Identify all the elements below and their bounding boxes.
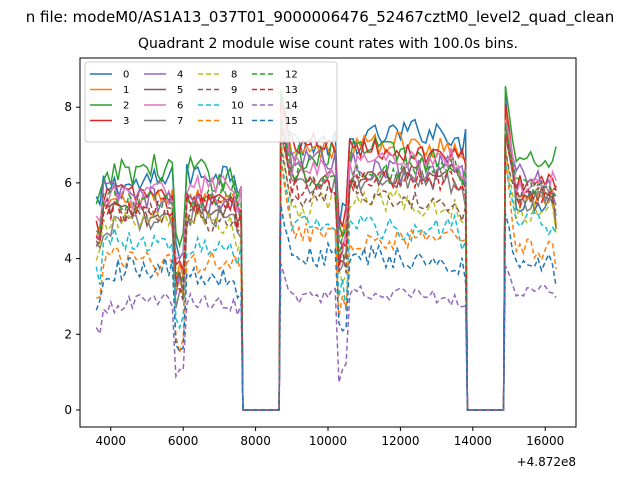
legend-label: 1 — [123, 85, 129, 96]
x-tick-label: 10000 — [309, 434, 347, 448]
series-line — [95, 115, 557, 411]
plot-lines — [95, 85, 557, 411]
legend-label: 11 — [231, 116, 244, 127]
legend-label: 5 — [177, 85, 183, 96]
series-line — [95, 156, 557, 411]
legend-label: 0 — [123, 70, 129, 81]
x-tick-label: 12000 — [381, 434, 419, 448]
x-tick-label: 6000 — [168, 434, 199, 448]
series-line — [95, 111, 557, 411]
legend-label: 6 — [177, 101, 183, 112]
series-line — [95, 205, 557, 411]
x-tick-label: 8000 — [240, 434, 271, 448]
y-tick-label: 2 — [64, 327, 72, 341]
y-tick-label: 0 — [64, 403, 72, 417]
series-line — [96, 159, 557, 411]
series-line — [95, 125, 557, 411]
legend-label: 8 — [231, 70, 237, 81]
y-tick-label: 4 — [64, 252, 72, 266]
x-axis: 4000 6000 8000 10000 12000 14000 16000 — [96, 427, 564, 448]
chart-title: Quadrant 2 module wise count rates with … — [138, 36, 518, 52]
x-tick-label: 4000 — [96, 434, 127, 448]
y-tick-label: 8 — [64, 100, 72, 114]
legend-label: 2 — [123, 101, 129, 112]
legend-label: 13 — [285, 85, 298, 96]
series-line — [95, 149, 557, 411]
series-line — [95, 263, 557, 411]
legend-label: 15 — [285, 116, 298, 127]
y-axis: 0 2 4 6 8 — [64, 100, 80, 417]
legend-box — [84, 61, 338, 143]
series-line — [95, 118, 557, 411]
y-tick-label: 6 — [64, 176, 72, 190]
legend-label: 12 — [285, 70, 298, 81]
legend-label: 7 — [177, 116, 183, 127]
legend-label: 9 — [231, 85, 237, 96]
legend-label: 14 — [285, 101, 298, 112]
x-tick-label: 14000 — [454, 434, 492, 448]
legend-label: 4 — [177, 70, 183, 81]
x-offset-label: +4.872e8 — [517, 455, 576, 469]
series-line — [95, 101, 557, 411]
legend-label: 3 — [123, 116, 129, 127]
x-tick-label: 16000 — [526, 434, 564, 448]
figure-suptitle: n file: modeM0/AS1A13_037T01_9000006476_… — [25, 8, 615, 26]
legend-label: 10 — [231, 101, 244, 112]
